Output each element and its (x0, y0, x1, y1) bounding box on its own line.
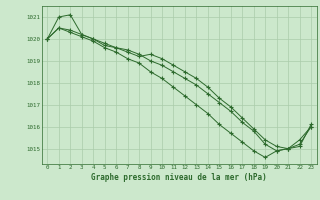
X-axis label: Graphe pression niveau de la mer (hPa): Graphe pression niveau de la mer (hPa) (91, 173, 267, 182)
